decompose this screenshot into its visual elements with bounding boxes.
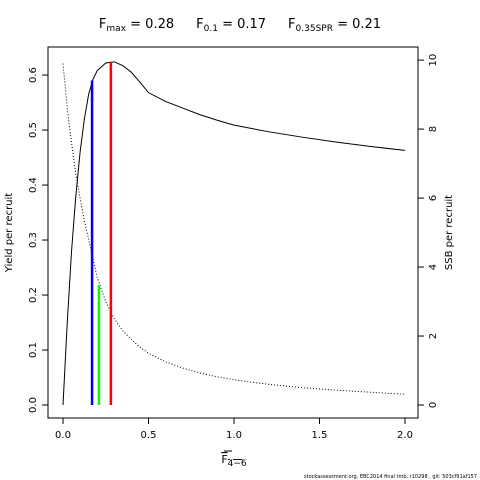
plot-frame <box>47 46 419 419</box>
x-label-symbol: F <box>221 453 227 466</box>
x-tick-label: 1.5 <box>312 430 328 441</box>
y2-tick-label: 2 <box>428 333 439 339</box>
title-value: = 0.28 <box>126 17 174 32</box>
title-subscript: 0.1 <box>204 24 218 34</box>
footer: stockassessment.org, EBC2014 final tmb, … <box>304 474 477 480</box>
series-line <box>62 61 406 406</box>
y-tick-label: 0.2 <box>28 287 39 303</box>
y2-tick-label: 8 <box>428 126 439 132</box>
title-value: = 0.21 <box>333 17 381 32</box>
y-tick-label: 0.4 <box>28 177 39 193</box>
y2-tick-label: 6 <box>428 195 439 201</box>
title-subscript: max <box>106 24 126 34</box>
y2-tick-label: 0 <box>428 402 439 408</box>
title-symbol: F <box>288 17 295 32</box>
title-value: = 0.17 <box>218 17 266 32</box>
x-axis-label: F4−6 <box>221 453 247 469</box>
title-subscript: 0.35SPR <box>296 24 333 34</box>
y2-tick-label: 10 <box>428 54 439 67</box>
y2-tick-label: 4 <box>428 264 439 270</box>
x-tick-label: 0.5 <box>141 430 157 441</box>
title-symbol: F <box>99 17 106 32</box>
y-tick-label: 0.3 <box>28 232 39 248</box>
chart-title: Fmax = 0.28 F0.1 = 0.17 F0.35SPR = 0.21 <box>99 17 381 34</box>
y-tick-label: 0.6 <box>28 67 39 83</box>
series-line <box>62 63 406 395</box>
x-label-subscript: 4−6 <box>228 459 247 469</box>
y-tick-label: 0.5 <box>28 122 39 138</box>
x-tick-label: 2.0 <box>397 430 413 441</box>
y2-axis-label: SSB per recruit <box>444 195 455 270</box>
y-axis-label: Yield per recruit <box>4 193 15 274</box>
x-tick-label: 1.0 <box>226 430 242 441</box>
y-tick-label: 0.1 <box>28 342 39 358</box>
x-tick-label: 0.0 <box>55 430 71 441</box>
title-symbol: F <box>196 17 203 32</box>
y-tick-label: 0.0 <box>28 397 39 413</box>
